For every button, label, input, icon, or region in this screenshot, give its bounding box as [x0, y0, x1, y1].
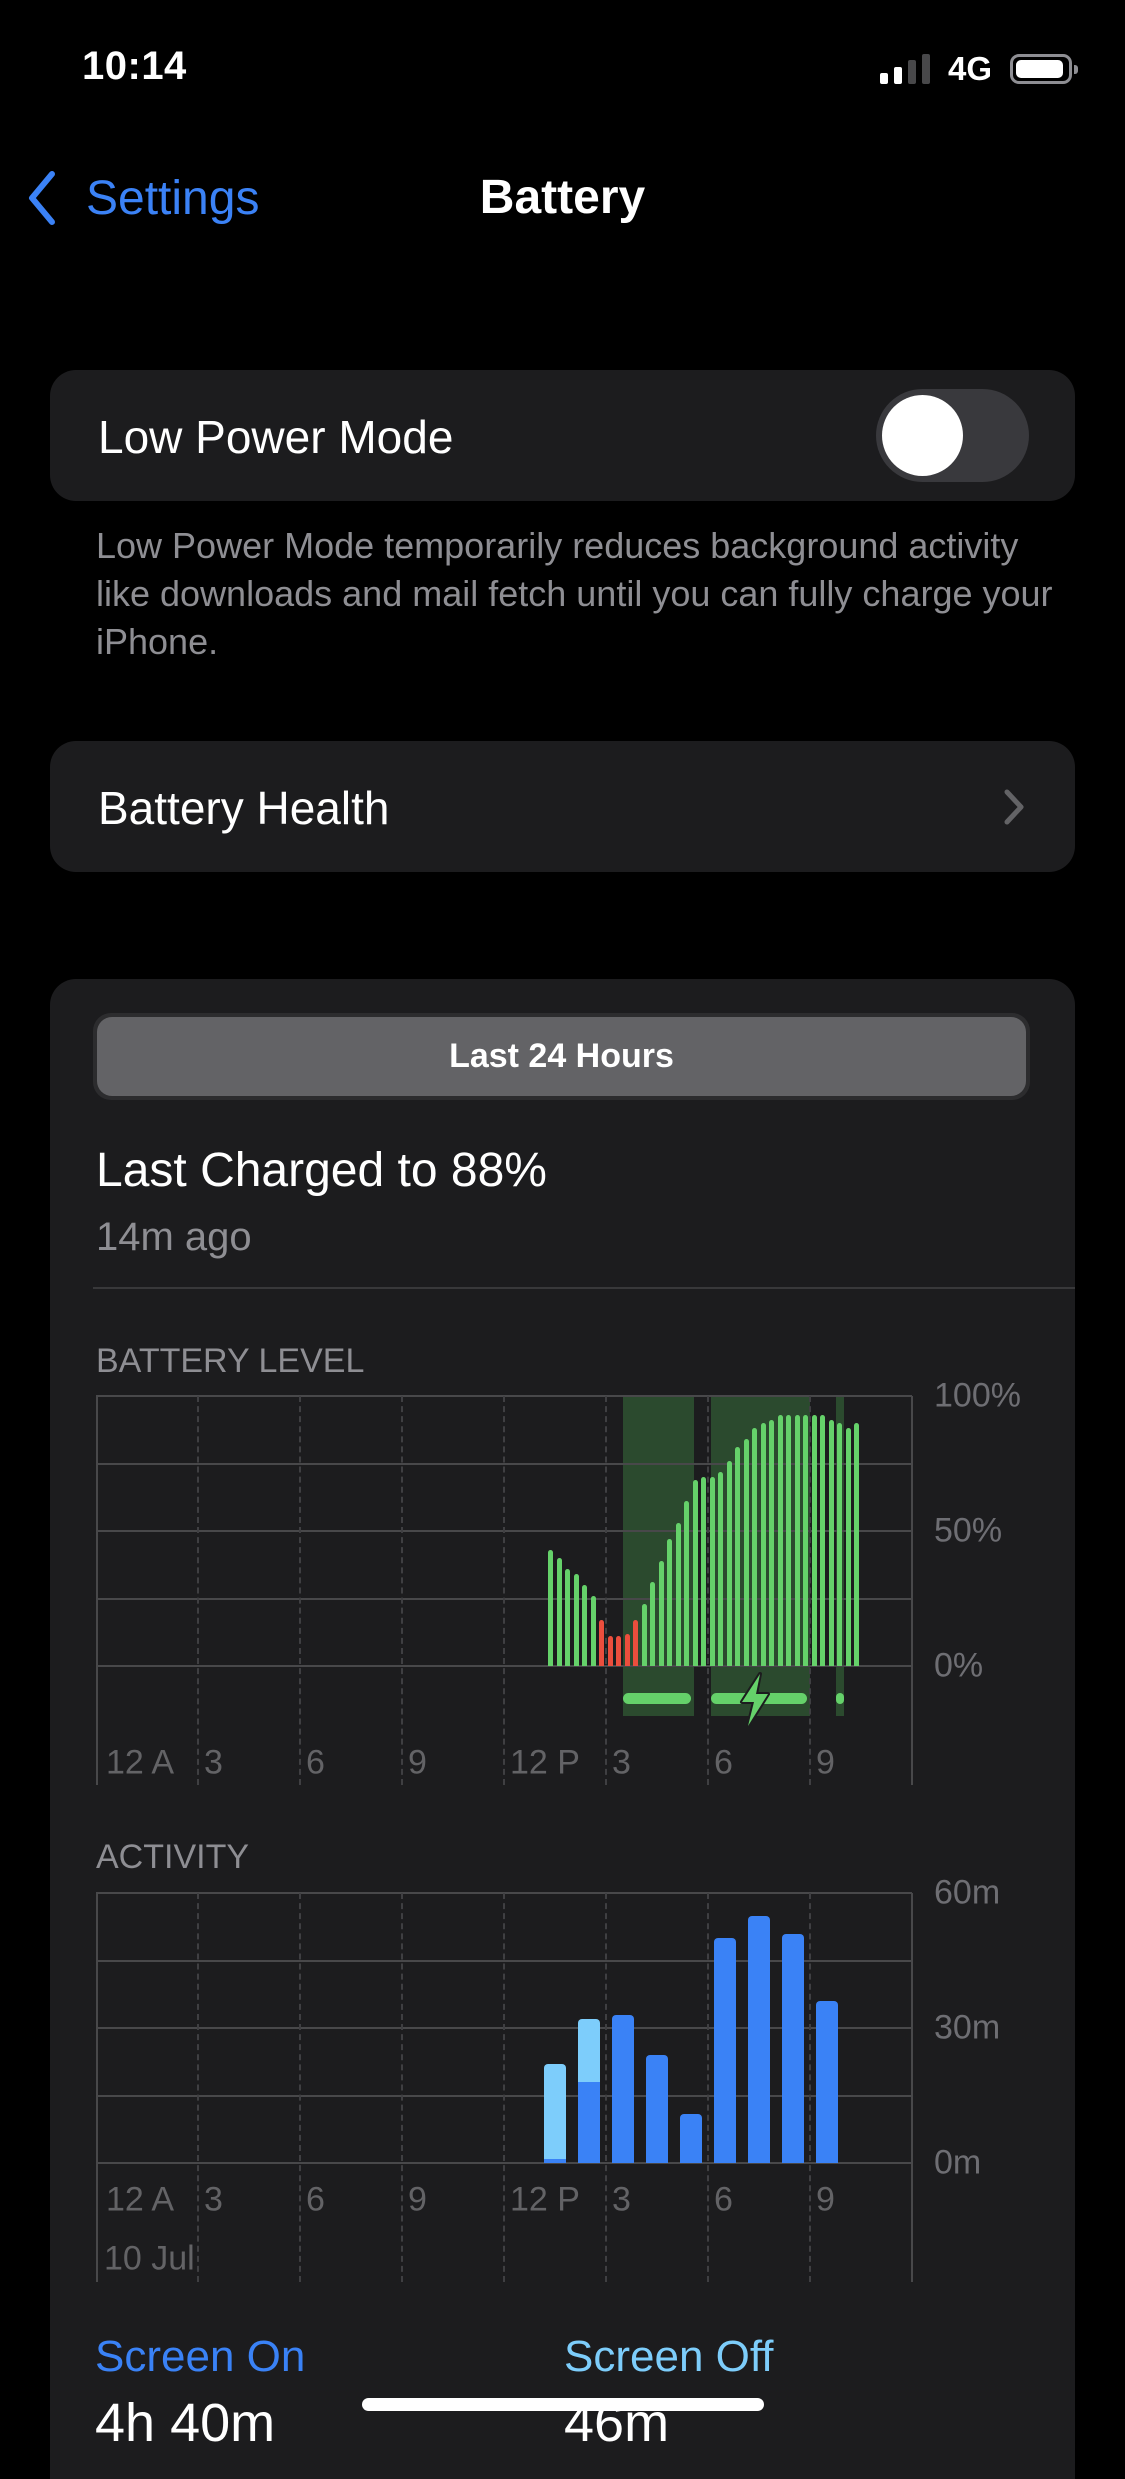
network-type: 4G [948, 50, 993, 87]
battery-health-label: Battery Health [98, 782, 390, 834]
last-charged-title: Last Charged to 88% [96, 1144, 547, 1197]
time-range-segmented-control[interactable]: Last 24 Hours [93, 1013, 1030, 1100]
battery-icon [1010, 54, 1078, 84]
home-indicator[interactable] [362, 2398, 764, 2411]
back-button[interactable]: Settings [22, 168, 259, 228]
last-charged-ago: 14m ago [96, 1215, 252, 1259]
status-time: 10:14 [82, 44, 187, 88]
cellular-signal-icon [880, 54, 936, 84]
date-label: 10 Jul [104, 2239, 195, 2278]
chevron-right-icon [1004, 789, 1024, 825]
chevron-left-icon [29, 171, 55, 225]
screen-on-label: Screen On [95, 2332, 306, 2381]
segment-last-24-hours[interactable]: Last 24 Hours [97, 1017, 1026, 1096]
screen-off-label: Screen Off [564, 2332, 774, 2381]
screen-on-value: 4h 40m [95, 2393, 276, 2453]
battery-usage-card: Last 24 Hours Last Charged to 88% 14m ag… [50, 979, 1075, 2479]
activity-title: ACTIVITY [96, 1838, 250, 1876]
low-power-description: Low Power Mode temporarily reduces backg… [96, 525, 1053, 662]
page-title: Battery [479, 171, 646, 224]
low-power-mode-label: Low Power Mode [98, 411, 454, 463]
low-power-mode-row: Low Power Mode [50, 370, 1075, 501]
battery-health-row[interactable]: Battery Health [50, 741, 1075, 872]
divider [93, 1287, 1075, 1289]
toggle-knob [882, 395, 963, 476]
battery-level-title: BATTERY LEVEL [96, 1342, 365, 1380]
back-label: Settings [86, 171, 260, 225]
low-power-mode-toggle[interactable] [876, 389, 1029, 482]
